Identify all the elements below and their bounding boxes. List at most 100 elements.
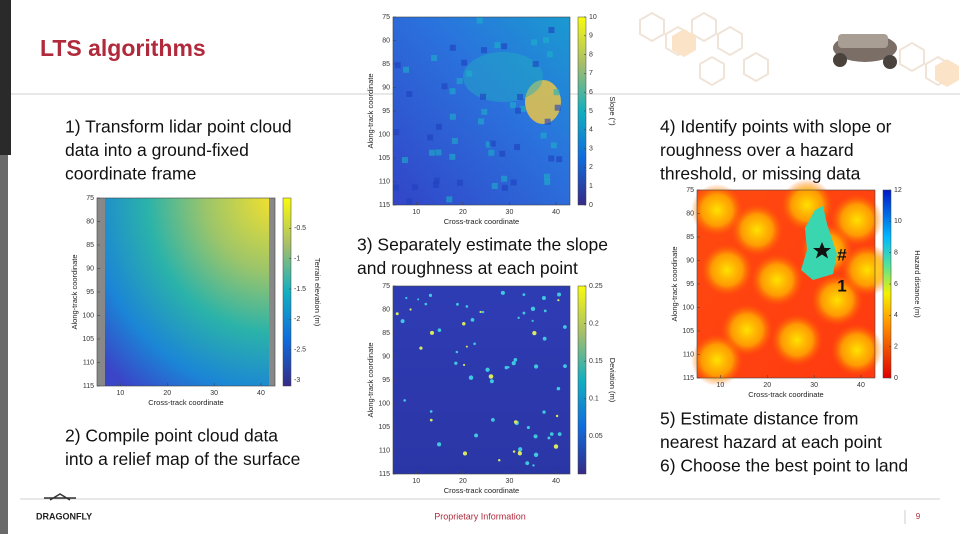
step-text: threshold, or missing data	[660, 164, 861, 184]
texture	[482, 311, 485, 314]
colorbar-tick-label: 0.1	[589, 396, 599, 403]
texture	[541, 133, 547, 139]
x-axis-label: Cross-track coordinate	[444, 217, 519, 226]
x-tick-label: 10	[117, 390, 125, 397]
texture	[514, 358, 518, 362]
texture	[489, 374, 494, 379]
heatmap-plot: 102030407580859095100105110115Cross-trac…	[70, 195, 322, 407]
colorbar-tick-label: 4	[894, 312, 898, 319]
texture	[401, 319, 405, 323]
edge	[0, 155, 8, 534]
texture	[469, 375, 473, 379]
y-tick-label: 115	[683, 375, 694, 382]
texture	[505, 366, 508, 369]
texture	[450, 114, 456, 120]
texture	[556, 156, 562, 162]
annotation: 1	[837, 276, 846, 295]
texture	[450, 88, 456, 94]
texture	[479, 311, 481, 313]
texture	[393, 185, 399, 191]
texture	[542, 410, 545, 413]
texture	[474, 434, 478, 438]
x-tick-label: 10	[717, 382, 725, 389]
y-tick-label: 90	[686, 257, 694, 264]
texture	[457, 180, 463, 186]
colorbar-tick-label: 5	[589, 108, 593, 115]
heatmap	[97, 198, 275, 386]
texture	[450, 45, 456, 51]
heatmap-plot: #1102030407580859095100105110115Cross-tr…	[670, 179, 922, 399]
colorbar-tick-label: 10	[894, 218, 902, 225]
colorbar-tick-label: 9	[589, 33, 593, 40]
texture	[523, 293, 526, 296]
colorbar-tick-label: 0.2	[589, 320, 599, 327]
texture	[548, 156, 554, 162]
edge	[0, 0, 11, 155]
texture	[463, 52, 543, 102]
annotation: #	[837, 245, 847, 264]
texture	[554, 444, 558, 448]
texture	[563, 364, 567, 368]
x-tick-label: 30	[506, 478, 514, 485]
texture	[534, 364, 538, 368]
y-tick-label: 95	[686, 281, 694, 288]
texture	[492, 183, 498, 189]
colorbar-label: Slope (°)	[608, 96, 617, 126]
texture	[466, 305, 469, 308]
texture	[513, 450, 515, 452]
texture	[395, 62, 401, 68]
texture	[436, 124, 442, 130]
texture	[434, 178, 440, 184]
texture	[463, 364, 465, 366]
y-tick-label: 80	[382, 306, 390, 313]
colorbar-tick-label: -1	[294, 255, 300, 262]
y-tick-label: 95	[86, 289, 94, 296]
texture	[510, 102, 516, 108]
texture	[751, 254, 803, 306]
texture	[481, 109, 487, 115]
colorbar-tick-label: 3	[589, 145, 593, 152]
page-number: 9	[916, 512, 921, 521]
texture	[771, 314, 823, 366]
y-tick-label: 75	[382, 283, 390, 290]
texture	[542, 296, 546, 300]
y-tick-label: 105	[82, 336, 94, 343]
texture	[554, 89, 560, 95]
texture	[406, 198, 412, 204]
y-tick-label: 75	[382, 14, 390, 21]
texture	[449, 154, 455, 160]
texture	[406, 91, 412, 97]
colorbar-tick-label: 6	[589, 89, 593, 96]
texture	[438, 328, 442, 332]
texture	[544, 179, 550, 185]
step-text: data into a ground-fixed	[65, 140, 249, 160]
texture	[441, 83, 447, 89]
x-tick-label: 30	[506, 209, 514, 216]
y-tick-label: 90	[382, 84, 390, 91]
texture	[558, 432, 562, 436]
y-tick-label: 110	[683, 351, 694, 358]
colorbar-tick-label: 0	[894, 375, 898, 382]
texture	[402, 157, 408, 163]
y-tick-label: 110	[379, 447, 390, 454]
colorbar-tick-label: 12	[894, 187, 902, 194]
texture	[405, 297, 407, 299]
texture	[547, 437, 550, 440]
colorbar-tick-label: -2	[294, 316, 300, 323]
y-tick-label: 80	[86, 218, 94, 225]
texture	[437, 442, 441, 446]
y-tick-label: 85	[382, 61, 390, 68]
texture	[563, 325, 567, 329]
no-data	[269, 198, 275, 386]
x-tick-label: 40	[552, 478, 560, 485]
texture	[525, 461, 529, 465]
step-text: and roughness at each point	[357, 258, 578, 278]
x-tick-label: 40	[257, 390, 265, 397]
colorbar-tick-label: 2	[894, 344, 898, 351]
colorbar-tick-label: -0.5	[294, 225, 306, 232]
texture	[429, 150, 435, 156]
step-text: 3) Separately estimate the slope	[357, 235, 608, 255]
x-tick-label: 40	[552, 209, 560, 216]
colorbar	[283, 198, 291, 386]
texture	[485, 368, 489, 372]
